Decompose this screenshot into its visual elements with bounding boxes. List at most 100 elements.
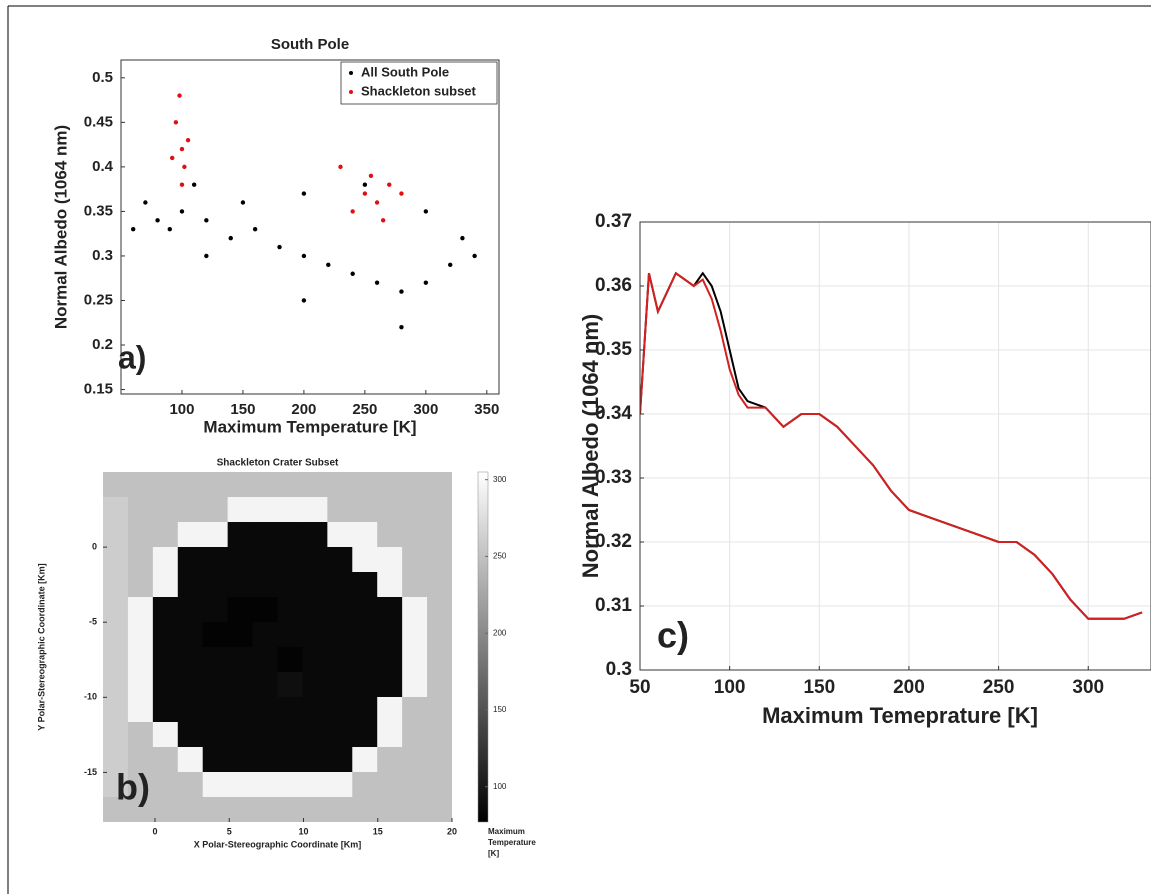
point [301,253,307,259]
heat-cell [127,547,154,573]
point [182,164,187,170]
panel-label: a) [118,339,146,375]
heat-cell [352,572,378,598]
heat-cell [402,722,428,748]
heat-cell [127,747,154,773]
heat-cell [402,797,428,822]
heat-cell [152,622,179,648]
heat-cell [227,497,254,523]
heat-cell [152,672,179,698]
colorbar-tick-label: 100 [493,782,507,791]
plot-area [640,222,1151,670]
heat-cell [103,647,129,673]
heat-cell [202,797,229,822]
point [399,289,404,294]
heat-cell [427,497,452,523]
chart-title: Shackleton Crater Subset [217,458,339,469]
panel-label: c) [657,615,689,656]
y-axis-label: Y Polar-Stereographic Coordinate [Km] [36,563,46,730]
point [185,137,191,143]
heat-cell [152,497,179,523]
panel: 50 100 150 200 250 300 0.3 0.31 0.32 0.33 0.34 0.35… [578,211,1151,728]
point [228,235,233,241]
x-tick-label: 300 [1072,677,1104,698]
heat-cell [327,522,353,548]
point [191,182,197,187]
heat-cell [302,647,328,673]
heat-cell [202,522,229,548]
heat-cell [377,622,403,648]
heat-cell [427,772,452,798]
point [387,182,392,187]
heat-cell [127,697,154,723]
point [350,209,355,214]
heat-cell [302,772,328,798]
x-tick-label: 100 [169,401,194,418]
point [170,155,175,161]
heat-cell [277,697,303,723]
heat-cell [152,697,179,723]
heat-cell [127,472,154,498]
heat-cell [352,797,378,822]
x-tick-label: 300 [413,401,438,418]
heat-cell [202,772,229,798]
point [143,200,148,205]
point [380,218,386,223]
colorbar-tick-label: 300 [493,475,507,484]
x-tick-label: 15 [373,826,383,836]
panel-label: b) [116,767,150,808]
x-tick-label: 50 [629,677,650,698]
heat-cell [277,522,303,548]
heat-cell [152,547,179,573]
point [472,253,477,259]
heat-cell [352,622,378,648]
heat-cell [427,597,452,623]
heat-cell [227,597,254,623]
heat-cell [327,697,353,723]
heat-cell [252,772,278,798]
colorbar-tick-label: 150 [493,705,507,714]
heat-cell [202,697,229,723]
heat-cell [377,697,403,723]
heat-cell [277,497,303,523]
heat-cell [252,697,278,723]
heat-cell [402,522,428,548]
heat-cell [152,647,179,673]
heat-cell [377,647,403,673]
heat-cell [202,597,229,623]
heat-cell [352,747,378,773]
point [277,244,282,250]
x-tick-label: 20 [447,826,457,836]
heat-cell [202,572,229,598]
axes-box [639,221,1151,671]
heat-cell [227,672,254,698]
line [640,271,1143,620]
heat-cell [227,647,254,673]
heat-cell [352,547,378,573]
heat-cell [103,722,129,748]
y-tick-label: 0.34 [595,403,632,424]
point [179,182,185,187]
y-tick-label: 0.35 [84,202,113,219]
heat-cell [377,572,403,598]
heat-cell [427,522,452,548]
heat-cell [427,547,452,573]
point [301,191,307,196]
heat-cell [177,572,204,598]
y-tick-label: 0.31 [595,595,632,616]
y-tick-label: -5 [89,617,97,627]
heat-cell [227,472,254,498]
heat-cell [252,472,278,498]
point [338,164,343,170]
heat-cell [327,797,353,822]
legend-label: Shackleton subset [361,83,477,98]
heat-cell [103,797,129,822]
heat-cell [252,647,278,673]
heat-cell [277,472,303,498]
heat-cell [252,747,278,773]
heat-cell [427,722,452,748]
heat-cell [202,472,229,498]
heat-cell [302,797,328,822]
heat-cell [127,497,154,523]
